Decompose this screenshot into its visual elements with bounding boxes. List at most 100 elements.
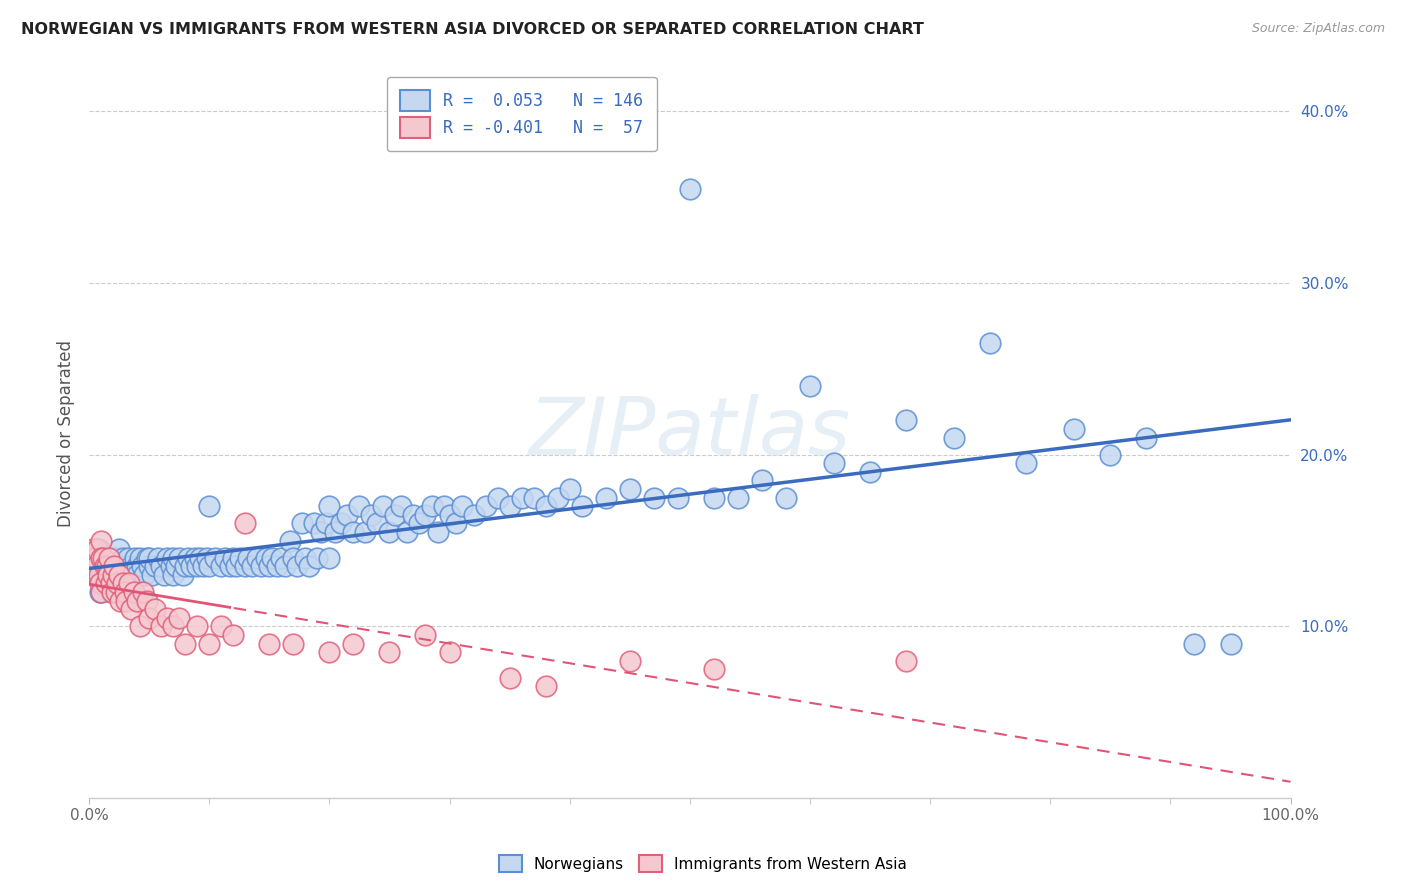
Point: [120, 559, 142, 574]
Point: [547, 491, 569, 505]
Point: [94, 576, 117, 591]
Point: [318, 645, 340, 659]
Point: [679, 182, 702, 196]
Point: [259, 559, 281, 574]
Point: [1184, 636, 1206, 650]
Point: [84, 559, 107, 574]
Point: [90, 585, 112, 599]
Point: [105, 550, 128, 565]
Point: [1219, 636, 1241, 650]
Point: [218, 559, 240, 574]
Point: [90, 533, 112, 548]
Point: [100, 576, 122, 591]
Point: [1015, 456, 1038, 470]
Point: [799, 379, 821, 393]
Point: [325, 524, 347, 539]
Point: [209, 619, 232, 633]
Point: [534, 500, 557, 514]
Point: [111, 550, 134, 565]
Point: [294, 550, 316, 565]
Point: [120, 602, 142, 616]
Point: [204, 550, 226, 565]
Point: [315, 516, 337, 531]
Point: [110, 559, 132, 574]
Point: [101, 585, 124, 599]
Point: [298, 559, 321, 574]
Point: [426, 524, 449, 539]
Point: [98, 550, 121, 565]
Point: [115, 593, 138, 607]
Point: [222, 550, 245, 565]
Point: [103, 559, 125, 574]
Point: [176, 550, 198, 565]
Point: [233, 516, 256, 531]
Point: [82, 542, 104, 557]
Point: [439, 645, 461, 659]
Point: [138, 611, 160, 625]
Point: [138, 559, 160, 574]
Point: [619, 482, 641, 496]
Point: [101, 559, 124, 574]
Point: [342, 524, 364, 539]
Point: [222, 628, 245, 642]
Point: [1063, 422, 1085, 436]
Point: [184, 550, 207, 565]
Legend: R =  0.053   N = 146, R = -0.401   N =  57: R = 0.053 N = 146, R = -0.401 N = 57: [387, 77, 657, 151]
Point: [751, 474, 773, 488]
Point: [174, 636, 197, 650]
Point: [378, 524, 401, 539]
Point: [188, 550, 211, 565]
Point: [408, 516, 430, 531]
Point: [463, 508, 485, 522]
Point: [101, 568, 124, 582]
Point: [259, 636, 281, 650]
Point: [180, 559, 202, 574]
Point: [86, 542, 108, 557]
Point: [236, 550, 259, 565]
Point: [498, 671, 520, 685]
Point: [225, 559, 247, 574]
Point: [523, 491, 546, 505]
Point: [291, 516, 314, 531]
Point: [172, 568, 194, 582]
Point: [118, 568, 141, 582]
Point: [87, 542, 110, 557]
Point: [420, 500, 443, 514]
Point: [373, 500, 395, 514]
Point: [165, 559, 187, 574]
Point: [666, 491, 689, 505]
Point: [134, 568, 156, 582]
Point: [198, 500, 221, 514]
Point: [384, 508, 406, 522]
Point: [558, 482, 581, 496]
Point: [159, 559, 181, 574]
Point: [101, 568, 124, 582]
Point: [110, 593, 132, 607]
Point: [307, 550, 329, 565]
Point: [486, 491, 509, 505]
Point: [89, 585, 111, 599]
Point: [703, 491, 725, 505]
Point: [111, 576, 134, 591]
Point: [118, 576, 141, 591]
Point: [775, 491, 797, 505]
Point: [396, 524, 419, 539]
Point: [156, 611, 179, 625]
Point: [439, 508, 461, 522]
Point: [101, 585, 124, 599]
Point: [859, 465, 882, 479]
Point: [162, 568, 184, 582]
Point: [432, 500, 454, 514]
Point: [186, 619, 208, 633]
Point: [97, 568, 120, 582]
Point: [703, 662, 725, 676]
Point: [302, 516, 325, 531]
Point: [167, 611, 190, 625]
Point: [96, 559, 118, 574]
Point: [90, 585, 112, 599]
Point: [108, 542, 131, 557]
Point: [727, 491, 749, 505]
Point: [214, 550, 236, 565]
Point: [141, 568, 163, 582]
Point: [132, 585, 155, 599]
